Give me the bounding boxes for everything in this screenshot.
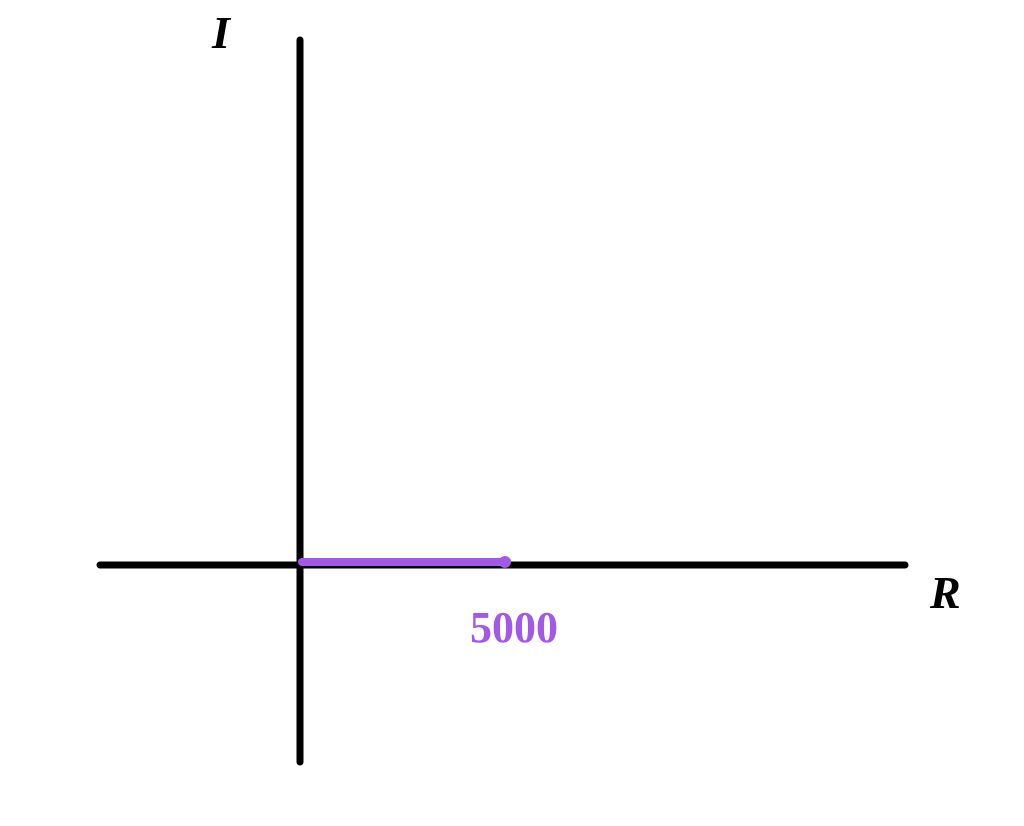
diagram-canvas: I R 5000 — [0, 0, 1024, 826]
y-axis-label: I — [211, 7, 232, 58]
tick-value-5000: 5000 — [470, 603, 558, 652]
segment-end-marker — [499, 556, 511, 568]
x-axis-label: R — [929, 567, 961, 618]
canvas-bg — [0, 0, 1024, 826]
